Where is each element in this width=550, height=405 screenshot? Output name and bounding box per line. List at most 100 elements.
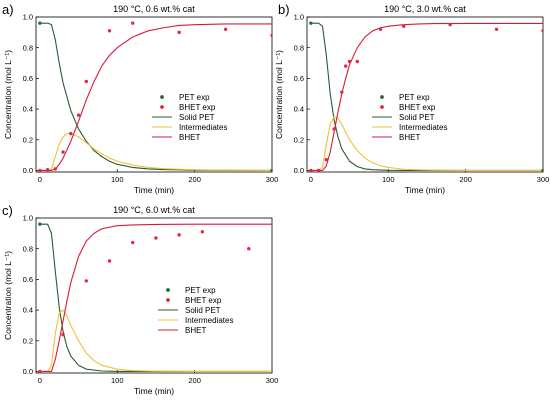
y-tick-label: 0.8 bbox=[294, 43, 304, 52]
data-point-bhet-exp bbox=[343, 64, 348, 68]
x-tick-label: 300 bbox=[266, 175, 279, 184]
x-tick-label: 200 bbox=[188, 376, 201, 385]
y-tick-label: 0.0 bbox=[294, 166, 304, 175]
x-tick-label: 100 bbox=[111, 376, 124, 385]
series-line-intermediates bbox=[310, 116, 543, 172]
x-tick-label: 0 bbox=[38, 376, 42, 385]
x-tick-label: 300 bbox=[537, 175, 550, 184]
x-tick-label: 0 bbox=[309, 175, 313, 184]
y-tick-label: 1.0 bbox=[23, 214, 33, 223]
chart-title: 190 °C, 3.0 wt.% cat bbox=[384, 4, 466, 14]
plot-area bbox=[38, 222, 272, 373]
panel-label: c) bbox=[2, 203, 13, 218]
y-tick-label: 0.6 bbox=[23, 74, 33, 83]
data-point-pet-exp bbox=[38, 222, 42, 226]
y-tick-label: 0.2 bbox=[23, 336, 33, 345]
data-point-pet-exp bbox=[309, 21, 313, 25]
legend-label-bhet: BHET bbox=[399, 133, 420, 142]
chart-title: 190 °C, 0.6 wt.% cat bbox=[113, 4, 195, 14]
data-point-bhet-exp bbox=[347, 59, 352, 64]
y-axis-label: Concentration (mol L⁻¹) bbox=[274, 50, 284, 139]
data-point-bhet-exp bbox=[247, 246, 251, 251]
y-tick-label: 0.0 bbox=[23, 367, 33, 376]
panel-label: b) bbox=[278, 2, 290, 17]
y-tick-label: 0.6 bbox=[23, 275, 33, 284]
legend-label-pet-exp: PET exp bbox=[179, 93, 210, 102]
panel-label: a) bbox=[2, 2, 14, 17]
data-point-bhet-exp bbox=[107, 29, 112, 33]
series-line-bhet bbox=[39, 223, 272, 373]
data-point-bhet-exp bbox=[494, 27, 499, 31]
legend-marker-bhet-exp bbox=[380, 105, 384, 109]
legend-label-intermediates: Intermediates bbox=[399, 123, 447, 132]
data-point-bhet-exp bbox=[84, 79, 88, 84]
y-tick-label: 0.4 bbox=[23, 105, 33, 114]
data-point-bhet-exp bbox=[332, 127, 336, 131]
data-point-bhet-exp bbox=[61, 332, 65, 337]
y-tick-label: 0.8 bbox=[23, 43, 33, 52]
y-tick-label: 0.8 bbox=[23, 244, 33, 253]
legend-marker-bhet-exp bbox=[160, 105, 164, 109]
y-tick-label: 0.2 bbox=[23, 135, 33, 144]
legend-label-pet-exp: PET exp bbox=[399, 93, 430, 102]
data-point-bhet-exp bbox=[154, 236, 158, 240]
x-tick-label: 200 bbox=[188, 175, 201, 184]
x-tick-label: 200 bbox=[459, 175, 472, 184]
data-point-bhet-exp bbox=[107, 259, 112, 263]
x-axis-label: Time (min) bbox=[405, 185, 445, 195]
legend-label-intermediates: Intermediates bbox=[185, 316, 233, 325]
data-point-bhet-exp bbox=[61, 150, 65, 154]
data-point-pet-exp bbox=[270, 168, 272, 172]
legend-marker-pet-exp bbox=[166, 288, 170, 292]
data-point-bhet-exp bbox=[177, 30, 181, 35]
data-point-bhet-exp bbox=[340, 90, 344, 94]
y-tick-label: 1.0 bbox=[294, 13, 304, 22]
plot-area bbox=[38, 21, 272, 172]
data-point-bhet-exp bbox=[541, 29, 543, 33]
data-point-bhet-exp bbox=[200, 230, 205, 234]
data-point-bhet-exp bbox=[270, 33, 272, 38]
data-point-bhet-exp bbox=[448, 22, 452, 27]
legend-label-bhet-exp: BHET exp bbox=[399, 103, 436, 112]
y-tick-label: 0.2 bbox=[294, 135, 304, 144]
series-line-intermediates bbox=[39, 133, 272, 172]
data-point-pet-exp bbox=[38, 21, 42, 25]
legend-label-solid-pet: Solid PET bbox=[185, 306, 221, 315]
plot-frame bbox=[35, 217, 273, 374]
x-axis-label: Time (min) bbox=[134, 386, 174, 396]
chart-panel-1: a) 190 °C, 0.6 wt.% cat 0 100 200 300 0.0 0.2 0.… bbox=[2, 2, 278, 195]
y-axis-label: Concentration (mol L⁻¹) bbox=[3, 251, 13, 340]
legend-label-bhet: BHET bbox=[179, 133, 200, 142]
data-point-bhet-exp bbox=[76, 113, 81, 117]
legend-marker-pet-exp bbox=[380, 95, 384, 99]
chart-title: 190 °C, 6.0 wt.% cat bbox=[113, 205, 195, 215]
x-tick-label: 100 bbox=[111, 175, 124, 184]
legend-label-bhet: BHET bbox=[185, 326, 206, 335]
plot-area bbox=[309, 21, 543, 172]
series-line-solid-pet bbox=[39, 22, 272, 172]
series-line-solid-pet bbox=[310, 22, 543, 172]
plot-frame bbox=[306, 16, 544, 173]
legend-label-bhet-exp: BHET exp bbox=[179, 103, 216, 112]
x-tick-label: 300 bbox=[266, 376, 279, 385]
plot-frame bbox=[35, 16, 273, 173]
legend-label-solid-pet: Solid PET bbox=[399, 113, 435, 122]
data-point-bhet-exp bbox=[131, 21, 135, 25]
data-point-bhet-exp bbox=[223, 27, 228, 31]
chart-panel-2: b) 190 °C, 3.0 wt.% cat 0 100 200 300 0.0 0.2 0.… bbox=[274, 2, 549, 195]
series-line-bhet bbox=[310, 22, 543, 172]
legend-marker-pet-exp bbox=[160, 95, 164, 99]
data-point-bhet-exp bbox=[131, 240, 135, 245]
y-tick-label: 0.6 bbox=[294, 74, 304, 83]
y-tick-label: 0.0 bbox=[23, 166, 33, 175]
y-tick-label: 1.0 bbox=[23, 13, 33, 22]
data-point-bhet-exp bbox=[402, 24, 406, 28]
chart-panel-3: c) 190 °C, 6.0 wt.% cat 0 100 200 300 0.0 0.2 0.… bbox=[2, 203, 278, 396]
x-axis-label: Time (min) bbox=[134, 185, 174, 195]
data-point-bhet-exp bbox=[45, 167, 50, 172]
data-point-bhet-exp bbox=[53, 167, 58, 171]
